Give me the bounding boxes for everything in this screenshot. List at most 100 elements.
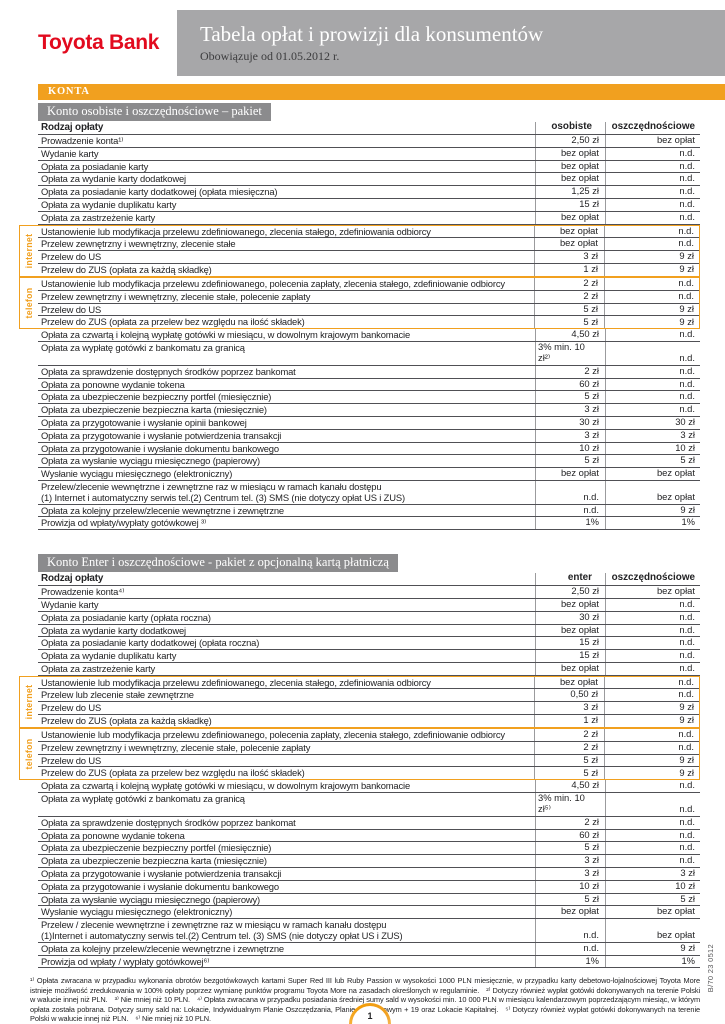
section-personal-account: Konto osobiste i oszczędnościowe – pakie… xyxy=(19,100,700,531)
fee-value-cell: 1% xyxy=(535,517,605,530)
fee-name-cell: Opłata za przygotowanie i wysłanie dokum… xyxy=(41,442,279,454)
fee-value-cell: n.d. xyxy=(535,504,605,517)
table-row: Prowizja od wpłaty/wypłaty gotówkowej ³⁾… xyxy=(38,517,700,531)
fee-value-cell: 4,50 zł xyxy=(535,780,605,793)
fee-name-cell: Przelew do ZUS (opłata za każdą składkę) xyxy=(41,715,212,727)
table-row: Przelew zewnętrzny i wewnętrzny, zleceni… xyxy=(38,741,699,755)
fee-value-cell: n.d. xyxy=(604,225,699,238)
fee-name-cell: Przelew/zlecenie wewnętrzne i zewnętrzne… xyxy=(41,480,405,503)
fee-value-cell: bez opłat xyxy=(534,238,604,251)
fee-value-cell: n.d. xyxy=(535,480,605,504)
fee-name-cell: Opłata za wypłatę gotówki z bankomatu za… xyxy=(41,793,245,805)
fee-name-cell: Wydanie karty xyxy=(41,598,99,610)
fee-value-cell: 3 zł xyxy=(534,250,604,263)
fee-name-cell: Opłata za kolejny przelew/zlecenie wewnę… xyxy=(41,942,284,954)
channel-group-label-text: internet xyxy=(24,684,34,720)
fee-name-cell: Opłata za wydanie karty dodatkowej xyxy=(41,173,186,185)
table-row: Opłata za sprawdzenie dostępnych środków… xyxy=(38,816,700,830)
fee-name-cell: Opłata za przygotowanie i wysłanie dokum… xyxy=(41,880,279,892)
table-row: Ustanowienie lub modyfikacja przelewu zd… xyxy=(38,676,699,690)
fee-value-cell: n.d. xyxy=(605,173,700,186)
fee-value-cell: n.d. xyxy=(604,277,699,290)
channel-group-label: telefon xyxy=(20,729,38,779)
table-row: Przelew do ZUS (opłata za każdą składkę)… xyxy=(38,263,699,276)
fee-value-cell: 1% xyxy=(535,955,605,968)
page-number-inner: 1 xyxy=(352,1006,388,1024)
fee-value-cell: 2,50 zł xyxy=(535,134,605,147)
fee-value-cell: bez opłat xyxy=(605,919,700,942)
fee-value-cell: 60 zł xyxy=(535,378,605,391)
fee-value-cell: bez opłat xyxy=(535,173,605,186)
fee-name-cell: Opłata za wysłanie wyciągu miesięcznego … xyxy=(41,893,261,905)
effective-date: Obowiązuje od 01.05.2012 r. xyxy=(200,49,340,63)
table-row: Opłata za posiadanie karty bez opłat n.d. xyxy=(38,160,700,174)
page-number: 1 xyxy=(367,1011,373,1021)
fee-name-cell: Przelew do US xyxy=(41,754,102,766)
fee-name-cell: Przelew do ZUS (opłata za przelew bez wz… xyxy=(41,316,305,328)
fee-value-cell: 1% xyxy=(605,955,700,968)
channel-group-internet: internet Ustanowienie lub modyfikacja prz… xyxy=(19,675,700,729)
fee-value-cell: 5 zł xyxy=(535,391,605,404)
fee-name-cell: Ustanowienie lub modyfikacja przelewu zd… xyxy=(41,225,431,237)
table-row: Ustanowienie lub modyfikacja przelewu zd… xyxy=(38,225,699,239)
fee-value-cell: 5 zł xyxy=(534,303,604,316)
fee-value-cell: 3 zł xyxy=(605,429,700,442)
fee-value-cell: enter xyxy=(535,572,605,586)
fee-value-cell: 9 zł xyxy=(604,303,699,316)
fee-value-cell: 9 zł xyxy=(604,714,699,728)
fee-name-cell: Opłata za sprawdzenie dostępnych środków… xyxy=(41,816,296,828)
fee-name-cell: Opłata za ubezpieczenie bezpieczna karta… xyxy=(41,855,267,867)
fee-value-cell: bez opłat xyxy=(535,906,605,919)
fee-value-cell: 5 zł xyxy=(534,767,604,780)
fee-value-cell: 3% min. 10 zł²⁾ xyxy=(535,341,605,365)
table-row: Opłata za wydanie duplikatu karty 15 zł n.… xyxy=(38,649,700,663)
category-bar: KONTA xyxy=(38,84,725,100)
fee-value-cell: n.d. xyxy=(604,689,699,702)
fee-value-cell: n.d. xyxy=(535,942,605,955)
fee-name-cell: Opłata za zastrzeżenie karty xyxy=(41,211,156,223)
fee-value-cell: 10 zł xyxy=(605,880,700,893)
fee-value-cell: 9 zł xyxy=(604,263,699,276)
table-row: Opłata za wydanie karty dodatkowej bez op… xyxy=(38,624,700,638)
table-row: Przelew do ZUS (opłata za przelew bez wz… xyxy=(38,316,699,329)
fee-value-cell: n.d. xyxy=(605,160,700,173)
fee-value-cell: 2 zł xyxy=(535,816,605,829)
fee-value-cell: n.d. xyxy=(605,842,700,855)
fee-value-cell: 1,25 zł xyxy=(535,185,605,198)
fee-name-cell: Prowizja od wpłaty / wypłaty gotówkowej⁶… xyxy=(41,955,210,967)
table-row: Przelew/zlecenie wewnętrzne i zewnętrzne… xyxy=(38,480,700,505)
logo-area: Toyota Bank xyxy=(0,10,177,76)
fee-value-cell: n.d. xyxy=(605,598,700,611)
fee-value-cell: n.d. xyxy=(604,290,699,303)
channel-group-rows: Ustanowienie lub modyfikacja przelewu zd… xyxy=(38,728,699,780)
document-code: B/70 23 0512 xyxy=(706,943,715,992)
table-row: Opłata za przygotowanie i wysłanie dokum… xyxy=(38,880,700,894)
title-box: Tabela opłat i prowizji dla konsumentów … xyxy=(177,10,725,76)
fee-value-cell: 2 zł xyxy=(534,741,604,754)
fee-value-cell: bez opłat xyxy=(535,211,605,224)
fee-value-cell: 10 zł xyxy=(535,880,605,893)
fee-value-cell: bez opłat xyxy=(534,676,604,689)
fee-name-cell: Opłata za przygotowanie i wysłanie potwi… xyxy=(41,429,282,441)
fee-value-cell: osobiste xyxy=(535,121,605,134)
fee-value-cell: n.d. xyxy=(605,342,700,365)
fee-value-cell: 9 zł xyxy=(604,316,699,329)
fee-value-cell: n.d. xyxy=(605,854,700,868)
table-row: Przelew do ZUS (opłata za przelew bez wz… xyxy=(38,767,699,780)
table-row: Przelew do ZUS (opłata za każdą składkę)… xyxy=(38,714,699,728)
fee-name-cell: Opłata za czwartą i kolejną wypłatę gotó… xyxy=(41,329,411,341)
table-row: Wydanie karty bez opłat n.d. xyxy=(38,147,700,161)
table-row: Opłata za ubezpieczenie bezpieczny portf… xyxy=(38,391,700,405)
fee-value-cell: bez opłat xyxy=(605,134,700,147)
fee-value-cell: bez opłat xyxy=(535,147,605,160)
fee-value-cell: 9 zł xyxy=(605,504,700,517)
fee-value-cell: 9 zł xyxy=(604,250,699,263)
fee-name-cell: Ustanowienie lub modyfikacja przelewu zd… xyxy=(41,676,431,688)
fee-name-cell: Opłata za ubezpieczenie bezpieczny portf… xyxy=(41,391,272,403)
channel-group-internet: internet Ustanowienie lub modyfikacja prz… xyxy=(19,224,700,277)
fee-value-cell: n.d. xyxy=(605,198,700,211)
fee-name-cell: Opłata za sprawdzenie dostępnych środków… xyxy=(41,365,296,377)
fee-name-cell: Przelew lub zlecenie stałe zewnętrzne xyxy=(41,689,194,701)
fee-value-cell: n.d. xyxy=(605,378,700,391)
fee-value-cell: 2,50 zł xyxy=(535,585,605,598)
